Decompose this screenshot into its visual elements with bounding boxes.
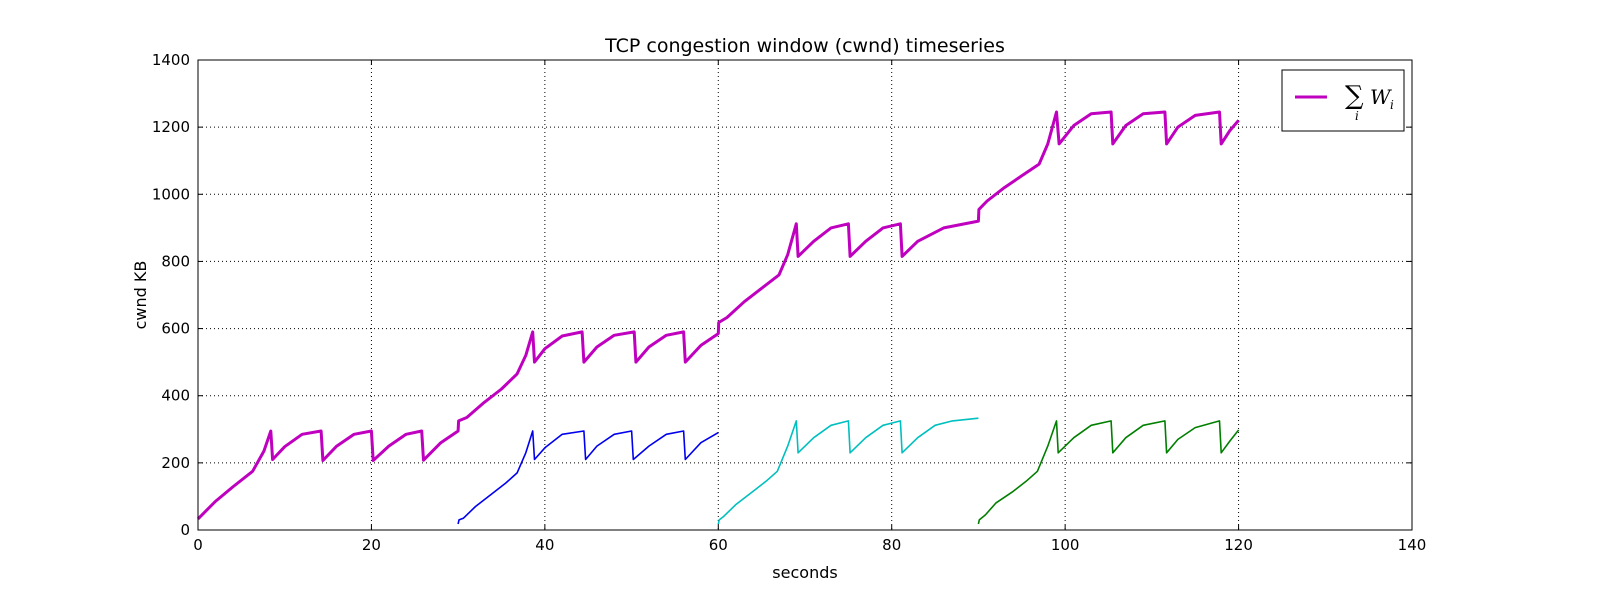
legend: ∑ i W i <box>1281 69 1405 132</box>
plot-frame <box>197 59 1413 531</box>
y-tick-label: 1000 <box>152 185 190 203</box>
x-tick-label: 120 <box>1224 536 1253 554</box>
x-tick-label: 60 <box>709 536 728 554</box>
series-line-2 <box>717 417 979 525</box>
x-tick-label: 20 <box>362 536 381 554</box>
x-tick-label: 0 <box>193 536 203 554</box>
y-tick-label: 800 <box>161 252 190 270</box>
series-line-0 <box>196 110 1240 520</box>
legend-sum-symbol: ∑ <box>1345 81 1364 111</box>
y-axis-label: cwnd KB <box>131 261 150 330</box>
y-ticks: 0 200 400 600 800 1000 1200 1400 <box>152 51 1412 539</box>
x-tick-label: 40 <box>535 536 554 554</box>
y-tick-label: 1200 <box>152 118 190 136</box>
y-tick-label: 600 <box>161 320 190 338</box>
x-tick-label: 140 <box>1398 536 1427 554</box>
y-tick-label: 0 <box>180 521 190 539</box>
legend-var: W <box>1370 85 1392 109</box>
y-tick-label: 1400 <box>152 51 190 69</box>
series-line-1 <box>457 430 719 525</box>
x-tick-label: 80 <box>882 536 901 554</box>
x-tick-label: 100 <box>1051 536 1080 554</box>
legend-sum-subscript: i <box>1355 109 1359 123</box>
x-ticks: 0 20 40 60 80 100 120 140 <box>193 60 1426 554</box>
y-tick-label: 400 <box>161 387 190 405</box>
legend-var-subscript: i <box>1390 98 1394 112</box>
series-layer <box>196 110 1240 525</box>
y-tick-label: 200 <box>161 454 190 472</box>
chart-title: TCP congestion window (cwnd) timeseries <box>604 35 1005 57</box>
series-line-3 <box>977 420 1240 525</box>
x-axis-label: seconds <box>772 563 837 582</box>
legend-box <box>1281 69 1405 132</box>
